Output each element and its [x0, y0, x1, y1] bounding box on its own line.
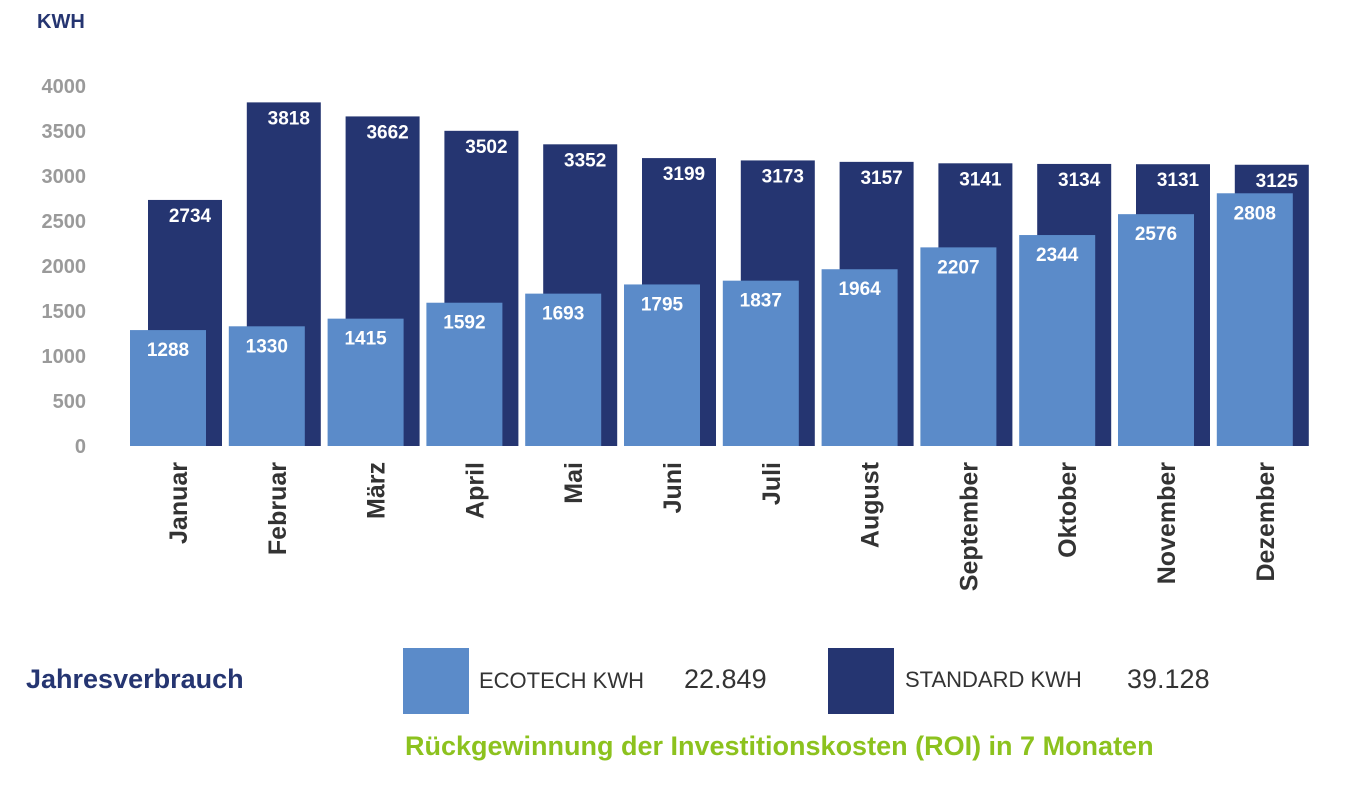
y-tick-label: 0	[75, 436, 86, 458]
standard-value-label: 3818	[268, 108, 310, 129]
ecotech-value-label: 1964	[838, 279, 881, 300]
ecotech-bar	[130, 330, 206, 446]
x-tick-label: Juni	[659, 462, 687, 513]
standard-value-label: 3131	[1157, 170, 1200, 191]
ecotech-bar	[525, 293, 602, 446]
ecotech-legend-swatch	[403, 648, 469, 714]
y-tick-label: 2000	[42, 256, 87, 278]
ecotech-total-value: 22.849	[684, 664, 767, 694]
ecotech-value-label: 1288	[147, 340, 189, 361]
ecotech-bar	[228, 326, 305, 446]
x-tick-label: November	[1153, 462, 1181, 585]
annual-consumption-label: Jahresverbrauch	[26, 664, 244, 694]
ecotech-bar	[722, 280, 799, 446]
ecotech-bar	[1019, 235, 1096, 446]
standard-value-label: 3199	[663, 164, 705, 185]
standard-legend-swatch	[828, 648, 894, 714]
x-tick-label: August	[857, 461, 885, 548]
ecotech-bar	[821, 269, 898, 446]
ecotech-value-label: 2344	[1036, 245, 1079, 266]
x-tick-label: Mai	[560, 462, 588, 504]
kwh-bar-chart: KWH 0 500 1000 1500 2000 2500 3000 3500 4000 2734…	[37, 11, 1309, 591]
ecotech-bar	[1216, 193, 1293, 446]
ecotech-legend-label: ECOTECH KWH	[479, 668, 644, 693]
ecotech-bar	[1118, 214, 1194, 446]
ecotech-value-label: 1592	[443, 313, 485, 334]
ecotech-value-label: 1795	[641, 294, 684, 315]
standard-value-label: 3502	[465, 137, 507, 158]
x-tick-label: Oktober	[1054, 462, 1082, 558]
x-tick-label: Juli	[758, 462, 786, 505]
y-tick-label: 3000	[42, 166, 87, 188]
y-axis: KWH 0 500 1000 1500 2000 2500 3000 3500 4000	[37, 11, 86, 458]
standard-value-label: 3352	[564, 150, 606, 171]
x-axis: Januar Februar März April Mai Juni Juli August S…	[165, 461, 1280, 591]
x-tick-label: September	[955, 462, 983, 591]
y-tick-label: 2500	[42, 211, 87, 233]
ecotech-value-label: 2808	[1234, 203, 1276, 224]
standard-value-label: 3173	[762, 166, 804, 187]
x-tick-label: Januar	[165, 462, 193, 544]
ecotech-value-label: 1330	[246, 336, 288, 357]
y-tick-label: 3500	[42, 121, 87, 143]
standard-value-label: 3157	[860, 168, 902, 189]
ecotech-bar	[327, 318, 404, 446]
ecotech-value-label: 1837	[740, 291, 782, 312]
bars-group: 2734 1288 3818 1330 3662 1415 3502 1592 3352 1693…	[130, 102, 1309, 447]
x-tick-label: Februar	[264, 462, 292, 555]
standard-legend-label: STANDARD KWH	[905, 667, 1082, 692]
ecotech-value-label: 1415	[344, 329, 387, 350]
y-axis-unit-label: KWH	[37, 11, 85, 33]
x-tick-label: März	[363, 462, 391, 519]
standard-value-label: 3141	[959, 169, 1002, 190]
ecotech-bar	[426, 302, 503, 446]
ecotech-bar	[624, 284, 700, 446]
standard-value-label: 3125	[1256, 171, 1299, 192]
ecotech-value-label: 2576	[1135, 224, 1177, 245]
y-tick-label: 1000	[42, 346, 87, 368]
standard-total-value: 39.128	[1127, 664, 1210, 694]
ecotech-value-label: 2207	[937, 257, 979, 278]
roi-note: Rückgewinnung der Investitionskosten (RO…	[405, 731, 1154, 761]
ecotech-bar	[920, 247, 997, 446]
x-tick-label: Dezember	[1252, 462, 1280, 582]
standard-value-label: 3662	[366, 122, 408, 143]
ecotech-value-label: 1693	[542, 304, 584, 325]
x-tick-label: April	[461, 462, 489, 519]
standard-value-label: 3134	[1058, 170, 1101, 191]
standard-value-label: 2734	[169, 206, 212, 227]
y-tick-label: 1500	[42, 301, 87, 323]
y-tick-label: 500	[53, 391, 86, 413]
y-tick-label: 4000	[42, 76, 87, 98]
